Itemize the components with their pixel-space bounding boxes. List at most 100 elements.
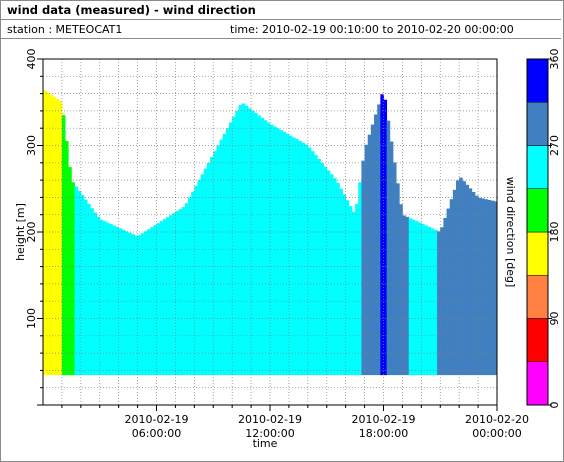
info-bar: station : METEOCAT1 time: 2010-02-19 00:…	[1, 20, 561, 39]
heatmap-cell	[162, 262, 167, 272]
heatmap-cell	[386, 167, 391, 177]
heatmap-cell	[213, 331, 217, 341]
heatmap-cell	[468, 288, 473, 298]
heatmap-cell	[194, 236, 198, 246]
heatmap-cell	[235, 244, 239, 255]
heatmap-cell	[150, 236, 154, 246]
heatmap-cell	[232, 357, 236, 367]
heatmap-cell	[49, 366, 53, 376]
heatmap-cell	[484, 340, 488, 350]
heatmap-cell	[229, 123, 233, 133]
heatmap-cell	[210, 322, 214, 332]
heatmap-cell	[124, 262, 129, 272]
heatmap-cell	[377, 201, 381, 211]
heatmap-cell	[424, 357, 429, 367]
heatmap-cell	[134, 270, 138, 280]
heatmap-cell	[191, 357, 195, 367]
heatmap-cell	[124, 236, 129, 246]
heatmap-cell	[396, 340, 400, 350]
heatmap-cell	[364, 227, 369, 237]
heatmap-cell	[191, 348, 195, 358]
heatmap-cell	[342, 305, 347, 315]
heatmap-cell	[433, 348, 438, 358]
heatmap-cell	[83, 219, 88, 229]
heatmap-cell	[493, 322, 498, 332]
heatmap-cell	[77, 288, 82, 298]
heatmap-cell	[222, 141, 227, 151]
heatmap-cell	[121, 322, 126, 332]
heatmap-cell	[55, 340, 60, 350]
heatmap-cell	[43, 115, 47, 125]
heatmap-cell	[389, 305, 394, 315]
heatmap-cell	[361, 305, 365, 315]
heatmap-cell	[374, 123, 378, 133]
heatmap-cell	[323, 270, 328, 280]
heatmap-cell	[115, 288, 120, 298]
heatmap-cell	[213, 193, 217, 203]
heatmap-cell	[257, 149, 261, 159]
heatmap-cell	[213, 305, 217, 315]
heatmap-cell	[238, 158, 243, 168]
heatmap-cell	[260, 340, 265, 350]
heatmap-cell	[68, 296, 72, 306]
heatmap-cell	[377, 158, 381, 168]
heatmap-cell	[131, 305, 135, 315]
heatmap-cell	[49, 94, 53, 99]
heatmap-cell	[276, 219, 280, 229]
heatmap-cell	[49, 348, 53, 358]
heatmap-cell	[55, 270, 60, 280]
heatmap-cell	[87, 270, 91, 280]
heatmap-cell	[55, 366, 60, 376]
heatmap-cell	[260, 117, 265, 125]
heatmap-cell	[216, 253, 220, 263]
heatmap-cell	[437, 253, 441, 263]
heatmap-cell	[68, 357, 72, 367]
heatmap-cell	[446, 219, 451, 229]
heatmap-cell	[156, 314, 161, 324]
heatmap-cell	[124, 296, 129, 306]
heatmap-cell	[339, 201, 343, 211]
heatmap-cell	[232, 201, 236, 211]
heatmap-cell	[358, 184, 362, 194]
heatmap-cell	[364, 357, 369, 367]
heatmap-cell	[58, 340, 63, 350]
heatmap-cell	[77, 236, 82, 246]
heatmap-cell	[178, 288, 183, 298]
heatmap-cell	[172, 357, 176, 367]
heatmap-cell	[140, 288, 145, 298]
heatmap-cell	[282, 141, 287, 151]
heatmap-cell	[188, 305, 192, 315]
heatmap-cell	[165, 244, 170, 255]
heatmap-cell	[301, 357, 306, 367]
heatmap-cell	[355, 219, 359, 229]
heatmap-cell	[374, 167, 378, 177]
heatmap-cell	[427, 322, 432, 332]
heatmap-cell	[389, 340, 394, 350]
heatmap-cell	[452, 189, 457, 194]
heatmap-cell	[96, 357, 101, 367]
heatmap-cell	[298, 305, 302, 315]
heatmap-cell	[478, 227, 482, 237]
heatmap-cell	[424, 253, 429, 263]
heatmap-cell	[370, 227, 375, 237]
heatmap-cell	[336, 236, 340, 246]
heatmap-cell	[112, 270, 116, 280]
heatmap-cell	[314, 253, 318, 263]
heatmap-cell	[484, 199, 488, 203]
heatmap-cell	[241, 253, 246, 263]
heatmap-cell	[124, 331, 129, 341]
heatmap-cell	[106, 262, 110, 272]
heatmap-cell	[433, 236, 438, 246]
heatmap-cell	[405, 236, 410, 246]
heatmap-cell	[374, 262, 378, 272]
heatmap-cell	[235, 340, 239, 350]
heatmap-cell	[99, 288, 104, 298]
heatmap-cell	[326, 288, 331, 298]
heatmap-cell	[361, 175, 365, 185]
heatmap-cell	[298, 184, 302, 194]
heatmap-cell	[493, 236, 498, 246]
heatmap-cell	[169, 296, 173, 306]
heatmap-cell	[298, 340, 302, 350]
heatmap-cell	[235, 227, 239, 237]
heatmap-cell	[200, 270, 205, 280]
